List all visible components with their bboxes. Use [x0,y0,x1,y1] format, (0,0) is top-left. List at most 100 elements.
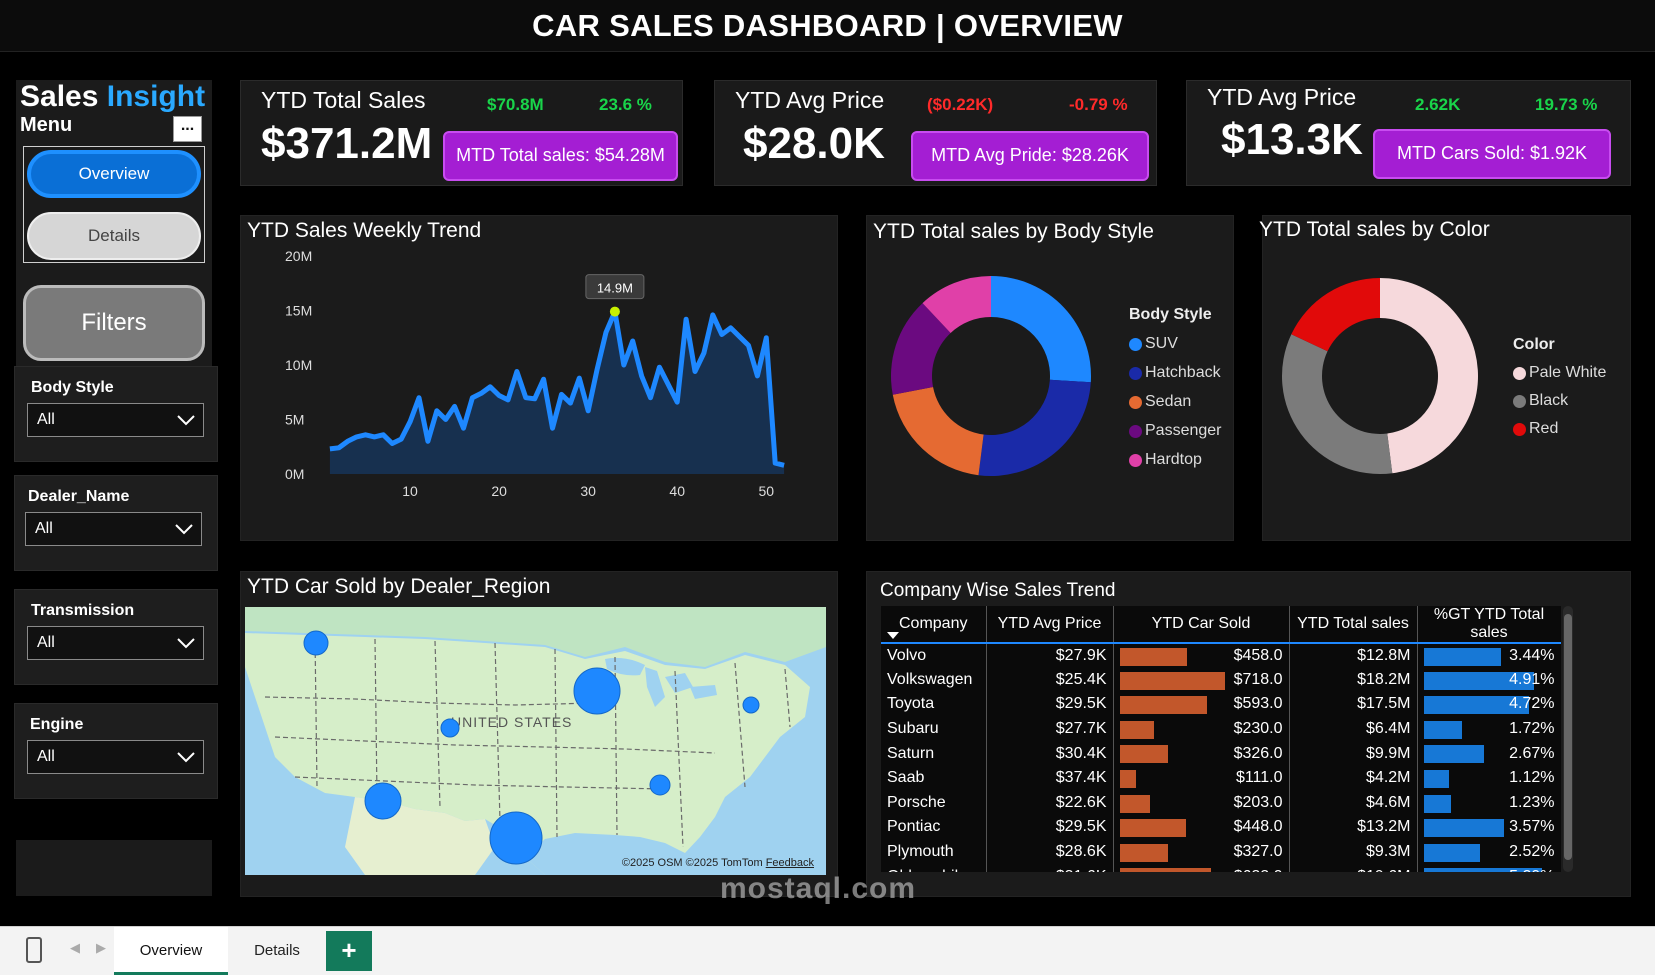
mobile-view-icon[interactable] [26,937,42,963]
us-map[interactable]: UNITED STATES ©2025 OSM ©2025 TomTom Fee… [245,607,826,875]
menu-label: Menu [20,114,73,136]
legend-item[interactable]: Passenger [1129,422,1222,440]
cell-avg-price: $22.6K [986,790,1114,816]
company-table-wrap: Company YTD Avg Price YTD Car Sold YTD T… [881,606,1561,872]
cell-company: Pontiac [881,815,987,840]
legend-label: Black [1529,392,1569,409]
filters-button[interactable]: Filters [23,285,205,361]
table-row[interactable]: Saab $37.4K $111.0 $4.2M 1.12% [881,765,1561,791]
kpi-value: $28.0K [743,119,885,168]
column-header-company[interactable]: Company [881,606,987,644]
y-tick-label: 5M [285,412,304,428]
cell-car-sold: $622.0 [1113,864,1290,872]
legend-item[interactable]: Red [1513,420,1606,438]
cell-avg-price: $28.6K [986,839,1114,865]
kpi-delta-percent: 23.6 % [599,95,652,114]
cell-total-sales: $17.5M [1289,692,1418,717]
legend-dot [1129,424,1142,438]
table-row[interactable]: Saturn $30.4K $326.0 $9.9M 2.67% [881,741,1561,766]
tab-overview[interactable]: Overview [114,927,228,975]
color-sales-panel: YTD Total sales by Color Color Pale Whit… [1259,215,1631,541]
cell-car-sold: $203.0 [1113,790,1290,816]
table-row[interactable]: Toyota $29.5K $593.0 $17.5M 4.72% [881,692,1561,717]
table-row[interactable]: Porsche $22.6K $203.0 $4.6M 1.23% [881,790,1561,816]
column-header-total-sales[interactable]: YTD Total sales [1289,606,1418,644]
cell-pct-total: 1.72% [1417,716,1561,742]
cell-avg-price: $29.5K [986,815,1114,840]
cell-car-sold: $718.0 [1113,667,1290,693]
table-row[interactable]: Plymouth $28.6K $327.0 $9.3M 2.52% [881,839,1561,865]
cell-avg-price: $27.7K [986,716,1114,742]
cell-car-sold: $327.0 [1113,839,1290,865]
legend-item[interactable]: Sedan [1129,393,1222,411]
donut-slice-hardtop [922,276,991,333]
kpi-label: YTD Avg Price [1207,84,1357,110]
table-row[interactable]: Oldsmobile$31.6K$622.0$19.6M5.29% [881,864,1561,872]
chevron-down-icon [177,752,195,763]
cell-pct-total: 3.57% [1417,815,1561,840]
body-style-dropdown[interactable]: All [27,403,204,437]
table-row[interactable]: Volvo $27.9K $458.0 $12.8M 3.44% [881,643,1561,668]
transmission-dropdown[interactable]: All [27,626,204,660]
panel-title: Company Wise Sales Trend [880,580,1116,601]
table-row[interactable]: Subaru $27.7K $230.0 $6.4M 1.72% [881,716,1561,742]
kpi-delta-value: 2.62K [1415,95,1461,114]
car-sold-bar [1119,696,1207,715]
details-nav-button[interactable]: Details [27,212,201,260]
table-header-row: Company YTD Avg Price YTD Car Sold YTD T… [881,606,1561,644]
legend-label: Hardtop [1145,451,1202,468]
dealer-name-slicer: Dealer_Name All [14,475,218,571]
column-header-car-sold[interactable]: YTD Car Sold [1113,606,1290,644]
kpi-value: $371.2M [261,119,433,168]
legend-label: Pale White [1529,364,1607,381]
cell-car-sold: $111.0 [1113,765,1290,791]
tab-details[interactable]: Details [254,942,300,959]
cell-car-sold: $448.0 [1113,815,1290,840]
cell-total-sales: $9.9M [1289,741,1418,766]
legend-item[interactable]: Black [1513,392,1606,410]
kpi-value: $13.3K [1221,115,1363,164]
add-sheet-button[interactable]: + [326,931,372,971]
body-style-donut-chart[interactable] [881,276,1101,516]
next-sheet-arrow-icon[interactable]: ▶ [96,940,106,955]
dealer-name-dropdown[interactable]: All [25,512,202,546]
table-row[interactable]: Pontiac $29.5K $448.0 $13.2M 3.57% [881,815,1561,840]
cell-total-sales: $19.6M [1289,864,1418,872]
body-style-slicer: Body Style All [14,366,218,462]
donut-slice-suv [991,276,1091,383]
sidebar-footer [16,840,212,896]
legend-item[interactable]: Hatchback [1129,364,1222,382]
map-graphic: UNITED STATES [245,607,826,875]
column-header-pct-total[interactable]: %GT YTD Total sales [1417,606,1561,644]
company-sales-panel: Company Wise Sales Trend Company YTD Avg… [866,571,1631,897]
color-donut-chart[interactable] [1263,276,1503,516]
legend-item[interactable]: Hardtop [1129,451,1222,469]
y-tick-label: 20M [285,248,312,264]
map-bubble-marker [440,718,460,738]
overview-nav-button[interactable]: Overview [27,150,201,198]
cell-avg-price: $30.4K [986,741,1114,766]
column-header-avg-price[interactable]: YTD Avg Price [986,606,1114,644]
weekly-trend-chart[interactable]: 20M 15M 10M 5M 0M 10 20 30 40 50 14.9M [241,216,839,542]
car-sold-bar [1119,745,1168,764]
donut-slice-red [1291,278,1380,352]
more-options-button[interactable]: ... [173,116,202,142]
legend-item[interactable]: Pale White [1513,364,1606,382]
cell-pct-total: 3.44% [1417,643,1561,668]
prev-sheet-arrow-icon[interactable]: ◀ [70,940,80,955]
car-sold-bar [1119,819,1186,838]
table-scrollbar[interactable] [1563,606,1573,872]
legend-dot [1129,453,1142,467]
engine-dropdown[interactable]: All [27,740,204,774]
cell-pct-total: 1.12% [1417,765,1561,791]
slicer-title: Dealer_Name [28,488,130,505]
map-bubble-marker [573,667,621,715]
kpi-label: YTD Total Sales [261,87,426,113]
legend-item[interactable]: SUV [1129,335,1222,353]
x-tick-label: 50 [758,483,774,499]
dropdown-value: All [37,634,55,651]
table-row[interactable]: Volkswagen $25.4K $718.0 $18.2M 4.91% [881,667,1561,693]
donut-slice-black [1282,334,1393,474]
feedback-link[interactable]: Feedback [765,857,814,869]
scrollbar-thumb[interactable] [1564,614,1572,860]
